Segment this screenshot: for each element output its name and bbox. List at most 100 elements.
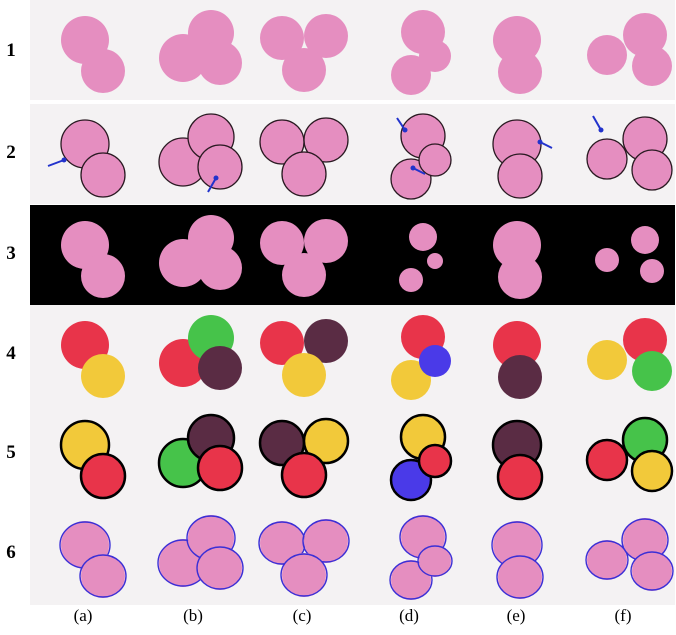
row-label-5: 5 xyxy=(6,442,16,463)
arrow-head xyxy=(213,175,219,181)
arrow xyxy=(592,115,602,131)
cell-contour xyxy=(281,151,327,197)
cell-segment xyxy=(419,345,451,377)
panel-4a xyxy=(30,305,138,405)
panel-5f xyxy=(567,405,675,505)
panel-6a xyxy=(30,505,138,605)
cell-contour xyxy=(418,143,452,177)
cell xyxy=(304,519,348,563)
panel-1d xyxy=(353,0,461,100)
cell-mask xyxy=(498,255,542,299)
cell xyxy=(198,41,242,85)
panel-4f xyxy=(567,305,675,405)
fitted-ellipse xyxy=(417,545,453,577)
cell-contour xyxy=(631,149,673,191)
panel-2f xyxy=(567,104,675,204)
arrow-head xyxy=(61,157,67,163)
fitted-ellipse xyxy=(630,551,674,591)
panel-4c xyxy=(246,305,354,405)
row-label-2: 2 xyxy=(6,142,16,163)
fitted-ellipse xyxy=(585,540,629,580)
cell-segment xyxy=(391,360,431,400)
cell xyxy=(498,50,542,94)
row-label-6: 6 xyxy=(6,542,16,563)
panel-3f xyxy=(567,205,675,305)
panel-2e xyxy=(460,104,568,204)
cell-contour xyxy=(303,117,349,163)
cell xyxy=(632,46,672,86)
fitted-ellipse xyxy=(79,554,127,598)
cell-region xyxy=(79,452,127,500)
panel-5b xyxy=(138,405,246,505)
cell xyxy=(260,16,304,60)
cell-segment xyxy=(498,355,542,399)
cell-segment xyxy=(587,340,627,380)
cell xyxy=(419,545,451,577)
cell-mask xyxy=(409,223,437,251)
cell-region xyxy=(196,444,244,492)
arrow-head xyxy=(598,127,604,133)
panel-1f xyxy=(567,0,675,100)
cell xyxy=(81,554,125,598)
cell xyxy=(282,48,326,92)
cell-mask xyxy=(399,268,423,292)
panel-2b xyxy=(138,104,246,204)
panel-5c xyxy=(246,405,354,505)
cell xyxy=(260,521,304,565)
panel-3e xyxy=(460,205,568,305)
cell xyxy=(587,540,627,580)
cell-mask xyxy=(595,248,619,272)
cell xyxy=(391,55,431,95)
col-label-a: (a) xyxy=(73,606,93,625)
panel-2c xyxy=(246,104,354,204)
cell-segment xyxy=(198,346,242,390)
panel-2a xyxy=(30,104,138,204)
cell-mask xyxy=(81,254,125,298)
fitted-ellipse xyxy=(196,546,244,590)
panel-2d xyxy=(353,104,461,204)
panel-6f xyxy=(567,505,675,605)
cell xyxy=(587,35,627,75)
arrow xyxy=(207,177,217,193)
panel-3a xyxy=(30,205,138,305)
cell-mask xyxy=(640,259,664,283)
panel-4b xyxy=(138,305,246,405)
cell xyxy=(632,551,672,591)
cell-segment xyxy=(623,318,667,362)
cell-mask xyxy=(198,246,242,290)
cell xyxy=(198,546,242,590)
cell-contour xyxy=(586,138,628,180)
cell-region xyxy=(417,443,453,479)
panel-5a xyxy=(30,405,138,505)
panel-4d xyxy=(353,305,461,405)
panel-6b xyxy=(138,505,246,605)
cell-segment xyxy=(304,319,348,363)
cell-contour xyxy=(80,152,126,198)
cell-mask xyxy=(631,226,659,254)
panel-5e xyxy=(460,405,568,505)
arrow-head xyxy=(410,165,416,171)
col-label-e: (e) xyxy=(506,606,526,625)
panel-6c xyxy=(246,505,354,605)
cell xyxy=(304,14,348,58)
cell xyxy=(419,40,451,72)
col-label-f: (f) xyxy=(614,606,632,625)
cell-region xyxy=(630,449,674,493)
cell-segment xyxy=(81,354,125,398)
cell-segment xyxy=(632,351,672,391)
row-label-3: 3 xyxy=(6,243,16,264)
row-label-4: 4 xyxy=(6,343,16,364)
col-label-c: (c) xyxy=(292,606,312,625)
panel-1b xyxy=(138,0,246,100)
col-label-d: (d) xyxy=(399,606,419,625)
arrow-head xyxy=(402,127,408,133)
panel-3c xyxy=(246,205,354,305)
cell-segment xyxy=(282,353,326,397)
fitted-ellipse xyxy=(280,553,328,597)
fitted-ellipse xyxy=(496,555,544,599)
panel-1e xyxy=(460,0,568,100)
cell-contour xyxy=(197,144,243,190)
arrow xyxy=(47,159,65,167)
panel-background xyxy=(567,205,675,305)
col-label-b: (b) xyxy=(183,606,203,625)
